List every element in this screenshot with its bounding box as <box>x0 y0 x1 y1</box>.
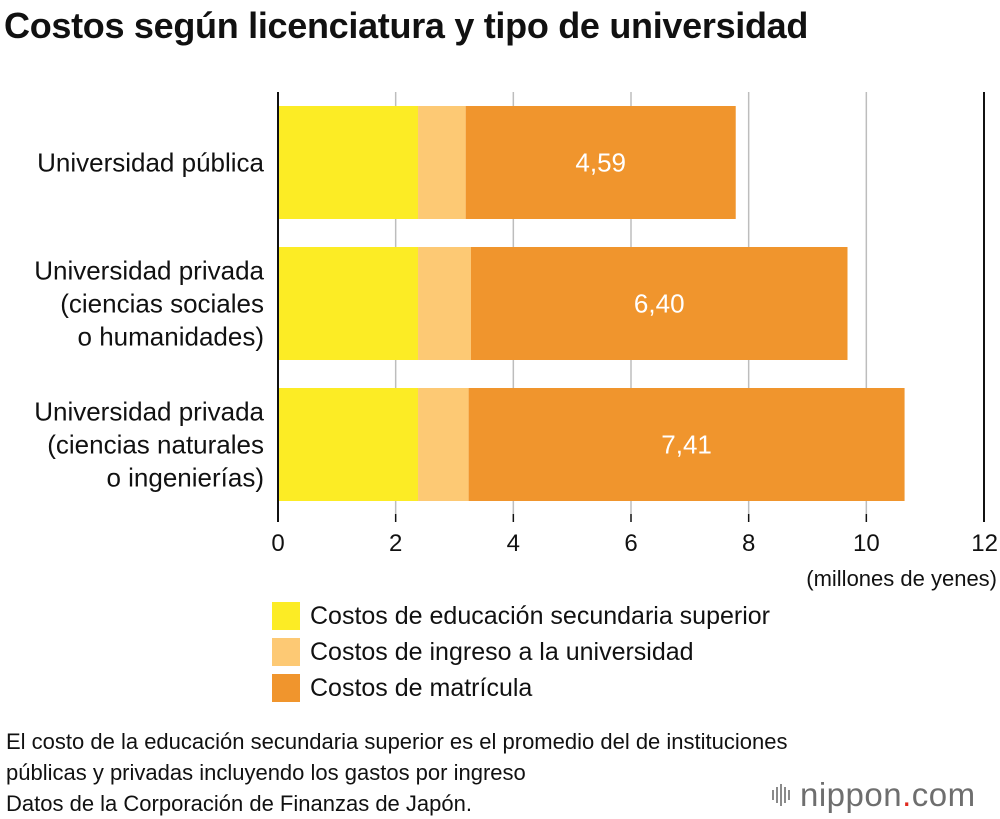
x-tick-label: 0 <box>271 530 284 557</box>
brand-suffix: com <box>911 776 976 813</box>
x-axis-label: (millones de yenes) <box>806 566 997 591</box>
bar-segment-admission <box>418 388 469 501</box>
chart-title: Costos según licenciatura y tipo de univ… <box>4 5 809 46</box>
legend-swatch-secondary <box>272 602 300 630</box>
category-label: o humanidades) <box>78 322 264 352</box>
nippon-logo: nippon. com <box>772 776 976 814</box>
legend-label-tuition: Costos de matrícula <box>310 673 533 702</box>
nippon-bars-icon <box>772 784 792 806</box>
legend-item-secondary: Costos de educación secundaria superior <box>272 598 770 634</box>
category-label: Universidad pública <box>37 148 264 178</box>
x-tick-label: 4 <box>507 530 520 557</box>
category-label: Universidad privada <box>34 397 264 427</box>
bar-chart: 4,59 6,40 7,41 Universidad pública Universi… <box>34 92 998 591</box>
legend: Costos de educación secundaria superior … <box>272 598 770 706</box>
legend-item-admission: Costos de ingreso a la universidad <box>272 634 770 670</box>
legend-item-tuition: Costos de matrícula <box>272 670 770 706</box>
legend-swatch-admission <box>272 638 300 666</box>
bar-segment-tuition <box>468 388 905 501</box>
brand-dot: . <box>902 776 912 813</box>
footnote-line: El costo de la educación secundaria supe… <box>6 729 788 754</box>
footnote-source: Datos de la Corporación de Finanzas de J… <box>6 791 472 816</box>
category-label: (ciencias naturales <box>47 430 264 460</box>
bar-value-label: 6,40 <box>634 289 685 319</box>
bar-segment-secondary <box>278 247 419 360</box>
x-tick-label: 2 <box>389 530 402 557</box>
category-label: Universidad privada <box>34 256 264 286</box>
x-tick-label: 10 <box>853 530 880 557</box>
bar-value-label: 4,59 <box>575 148 626 178</box>
brand-name: nippon <box>800 776 903 813</box>
footnote: El costo de la educación secundaria supe… <box>6 726 787 819</box>
x-tick-label: 6 <box>624 530 637 557</box>
legend-label-secondary: Costos de educación secundaria superior <box>310 601 770 630</box>
category-label: o ingenierías) <box>106 463 264 493</box>
bar-segment-secondary <box>278 106 419 219</box>
footnote-line: públicas y privadas incluyendo los gasto… <box>6 760 526 785</box>
x-tick-label: 12 <box>971 530 998 557</box>
bar-value-label: 7,41 <box>661 430 712 460</box>
bar-segment-admission <box>418 106 466 219</box>
bar-segment-admission <box>418 247 471 360</box>
legend-label-admission: Costos de ingreso a la universidad <box>310 637 694 666</box>
bar-value-labels: 4,59 6,40 7,41 <box>575 148 712 460</box>
x-tick-label: 8 <box>742 530 755 557</box>
bar-segment-tuition <box>470 247 848 360</box>
x-axis: 0 2 4 6 8 10 12 (millones de yenes) <box>271 92 998 591</box>
bar-segment-secondary <box>278 388 419 501</box>
bars <box>278 106 905 501</box>
legend-swatch-tuition <box>272 674 300 702</box>
category-label: (ciencias sociales <box>60 289 264 319</box>
bar-segment-tuition <box>465 106 736 219</box>
